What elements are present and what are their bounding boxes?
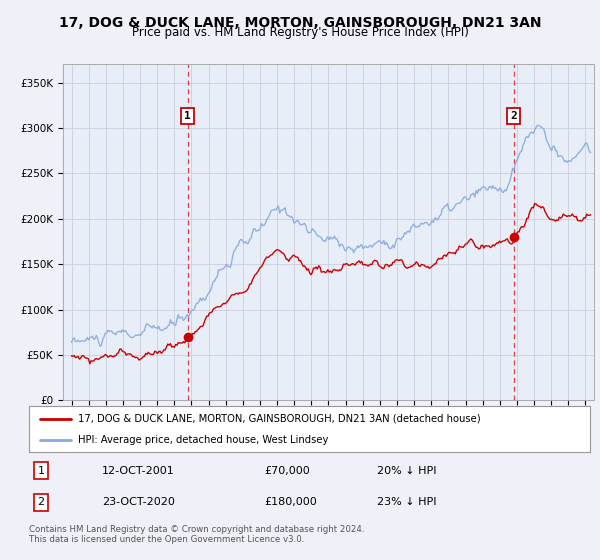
- Text: 1: 1: [184, 111, 191, 121]
- Text: 2: 2: [38, 497, 45, 507]
- Text: 17, DOG & DUCK LANE, MORTON, GAINSBOROUGH, DN21 3AN (detached house): 17, DOG & DUCK LANE, MORTON, GAINSBOROUG…: [78, 413, 481, 423]
- Text: 23% ↓ HPI: 23% ↓ HPI: [377, 497, 436, 507]
- Text: 12-OCT-2001: 12-OCT-2001: [102, 466, 175, 476]
- Text: 20% ↓ HPI: 20% ↓ HPI: [377, 466, 436, 476]
- Text: HPI: Average price, detached house, West Lindsey: HPI: Average price, detached house, West…: [78, 435, 329, 445]
- Text: Contains HM Land Registry data © Crown copyright and database right 2024.
This d: Contains HM Land Registry data © Crown c…: [29, 525, 364, 544]
- Text: £180,000: £180,000: [265, 497, 317, 507]
- Text: 2: 2: [510, 111, 517, 121]
- Text: 1: 1: [38, 466, 44, 476]
- Text: £70,000: £70,000: [265, 466, 310, 476]
- Text: 23-OCT-2020: 23-OCT-2020: [102, 497, 175, 507]
- Text: 17, DOG & DUCK LANE, MORTON, GAINSBOROUGH, DN21 3AN: 17, DOG & DUCK LANE, MORTON, GAINSBOROUG…: [59, 16, 541, 30]
- Text: Price paid vs. HM Land Registry's House Price Index (HPI): Price paid vs. HM Land Registry's House …: [131, 26, 469, 39]
